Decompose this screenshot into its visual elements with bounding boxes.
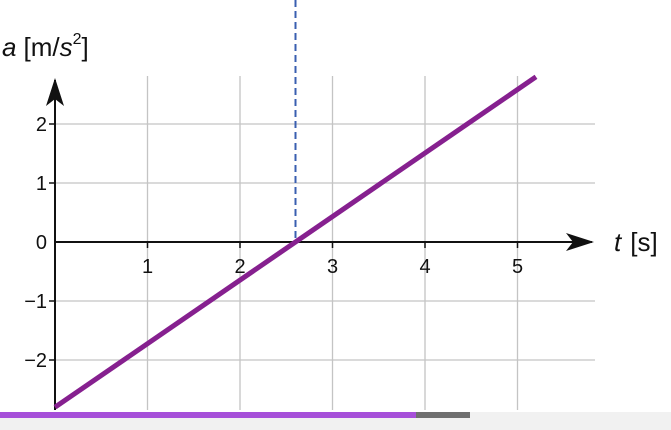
y-tick-label: 1 [36, 173, 47, 195]
y-tick-label: −2 [24, 350, 47, 372]
x-axis-unit: [s] [630, 227, 657, 257]
x-axis-label: t [s] [614, 227, 658, 257]
y-tick-label: 2 [36, 114, 47, 136]
x-axis-arrow [566, 233, 594, 251]
x-axis-variable: t [614, 227, 623, 257]
y-axis-unit-var: s [60, 32, 73, 62]
y-axis-label: a [m/s2] [2, 31, 89, 62]
x-tick-label: 4 [419, 256, 430, 278]
x-tick-label: 3 [327, 256, 338, 278]
axes [46, 78, 594, 410]
x-tick-label: 2 [234, 256, 245, 278]
y-axis-variable: a [2, 32, 16, 62]
series-layer [53, 74, 538, 410]
y-tick-label: −1 [24, 291, 47, 313]
x-tick-labels: 1 2 3 4 5 [142, 256, 523, 278]
y-axis-arrow [46, 78, 64, 106]
y-tick-label: 0 [36, 232, 47, 254]
y-axis-unit-exponent: 2 [73, 31, 82, 48]
x-tick-label: 5 [512, 256, 523, 278]
y-tick-labels: 2 1 0 −1 −2 [24, 114, 47, 372]
y-axis-unit-suffix: ] [81, 32, 88, 62]
series-line [53, 74, 538, 410]
y-axis-unit-prefix: [m/ [23, 32, 60, 62]
x-tick-label: 1 [142, 256, 153, 278]
video-progress-played[interactable] [0, 412, 417, 418]
